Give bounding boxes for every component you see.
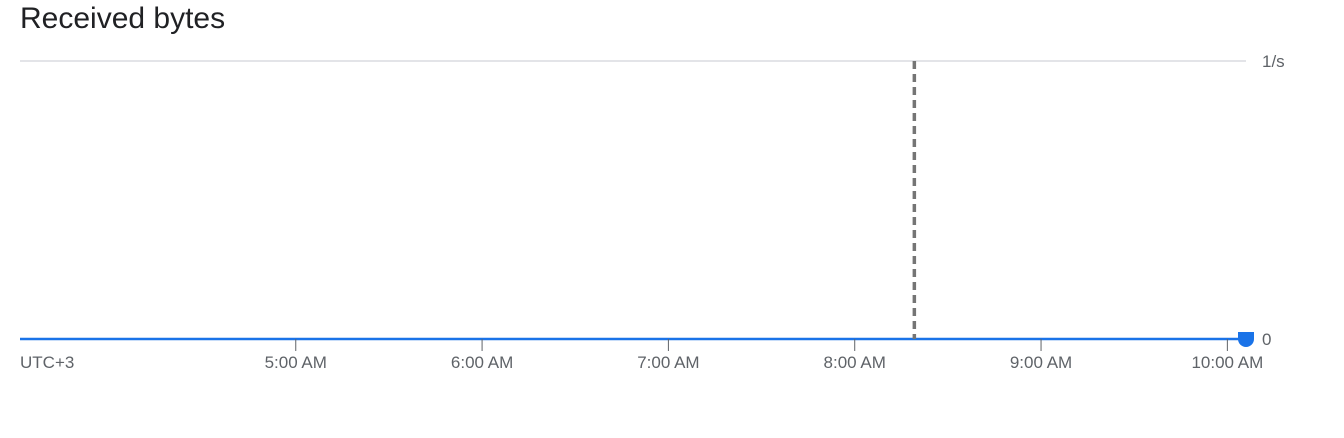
y-tick-label: 0: [1262, 330, 1271, 349]
x-axis: 5:00 AM 6:00 AM 7:00 AM 8:00 AM 9:00 AM 10:00…: [20, 339, 1263, 372]
y-tick-label: 1/s: [1262, 52, 1285, 71]
x-tick-label: 8:00 AM: [824, 353, 886, 372]
y-axis: 1/s 0: [1262, 52, 1285, 349]
timezone-label: UTC+3: [20, 353, 74, 372]
series-layer: [20, 332, 1254, 347]
x-tick-label: 6:00 AM: [451, 353, 513, 372]
series-endpoint-marker: [1238, 332, 1254, 347]
x-tick-label: 10:00 AM: [1191, 353, 1263, 372]
x-tick-label: 9:00 AM: [1010, 353, 1072, 372]
chart-title: Received bytes: [20, 2, 226, 35]
x-tick-label: 5:00 AM: [265, 353, 327, 372]
x-tick-label: 7:00 AM: [637, 353, 699, 372]
